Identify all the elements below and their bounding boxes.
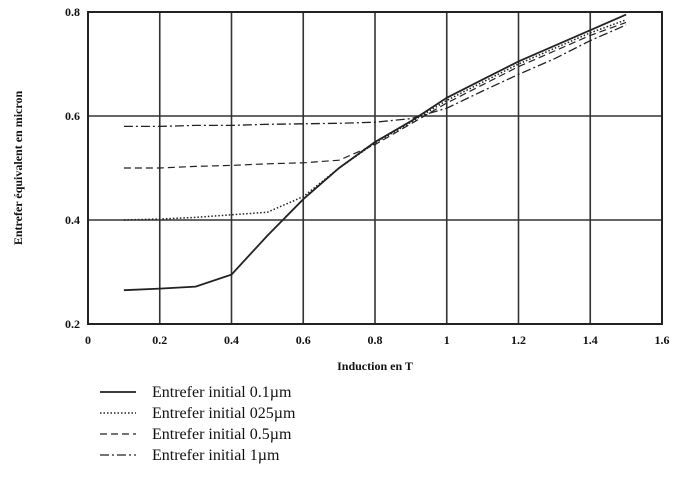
x-tick-label: 1.2 [511,333,526,347]
y-tick-label: 0.6 [65,109,80,123]
x-tick-label: 0.8 [368,333,383,347]
x-axis-label: Induction en T [337,359,413,373]
legend: Entrefer initial 0.1µm Entrefer initial 0… [100,384,296,464]
x-tick-labels: 0 0.2 0.4 0.6 0.8 1 1.2 1.4 1.6 [85,333,670,347]
legend-label-3: Entrefer initial 0.5µm [152,426,292,443]
x-tick-label: 0.2 [152,333,167,347]
x-tick-label: 1 [444,333,450,347]
series-line-2 [123,19,627,221]
x-tick-label: 0.6 [296,333,311,347]
x-tick-label: 0 [85,333,91,347]
y-tick-labels: 0.2 0.4 0.6 0.8 [65,5,80,331]
x-tick-label: 1.6 [655,333,670,347]
series-line-4 [123,24,627,128]
y-tick-label: 0.2 [65,317,80,331]
y-tick-label: 0.8 [65,5,80,19]
plot-frame [87,11,663,325]
series-lines [123,13,627,292]
series-line-1 [123,13,627,292]
legend-label-1: Entrefer initial 0.1µm [152,384,292,401]
legend-label-4: Entrefer initial 1µm [152,447,280,464]
x-tick-label: 0.4 [224,333,239,347]
series-line-3 [123,21,627,169]
y-axis-label: Entrefer équivalent en micron [11,91,25,246]
legend-label-2: Entrefer initial 025µm [152,405,296,422]
x-tick-label: 1.4 [583,333,598,347]
grid-lines [88,12,662,324]
y-tick-label: 0.4 [65,213,80,227]
